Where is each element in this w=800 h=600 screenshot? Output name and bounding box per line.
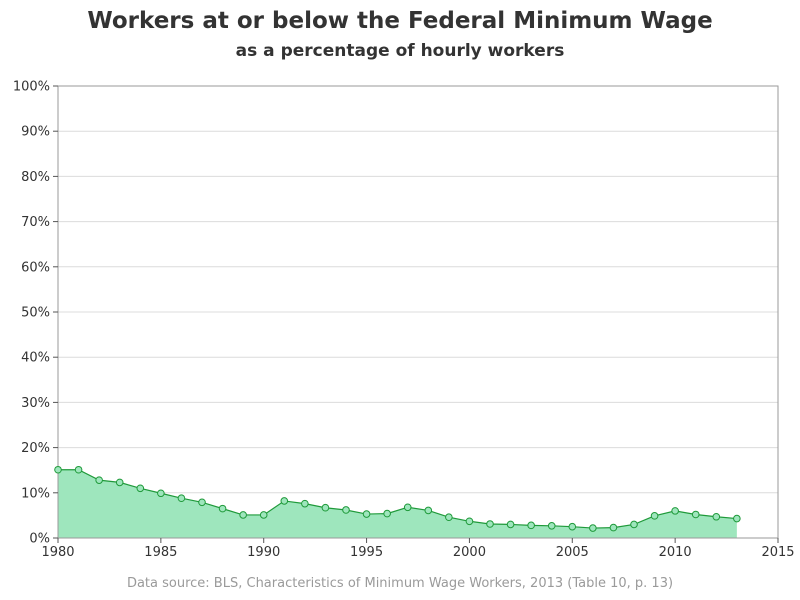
x-tick-label: 1985 [144,545,177,560]
x-tick-label: 2010 [659,545,692,560]
data-point-2008 [630,520,638,529]
data-point-1997 [403,503,412,512]
data-point-1986 [177,494,186,503]
data-point-2009 [650,512,659,520]
y-tick-label: 60% [21,260,50,275]
data-point-1992 [301,499,309,508]
data-point-1995 [362,510,371,518]
data-point-2000 [465,517,474,526]
data-point-1989 [239,511,247,519]
data-point-2007 [609,523,618,532]
y-tick-label: 40% [21,351,50,366]
data-point-1982 [95,476,103,484]
data-source-note: Data source: BLS, Characteristics of Min… [126,576,674,591]
data-point-1981 [74,465,83,474]
y-tick-label: 80% [21,170,50,185]
data-point-2003 [527,521,535,530]
data-point-1996 [383,509,391,518]
data-point-1990 [259,511,268,519]
data-point-2006 [589,524,597,532]
data-point-1991 [280,497,289,505]
x-axis: 1980 1985 1990 1995 2000 2005 2010 2015 [41,538,795,560]
data-point-1980 [54,465,62,474]
y-tick-label: 20% [21,441,50,456]
data-point-2001 [486,520,494,528]
y-axis: 0% 10% 20% 30% 40% 50% 60% 70% 80% 90% 100% [13,80,58,547]
y-tick-label: 50% [21,306,50,321]
y-tick-label: 100% [13,80,50,95]
chart-subtitle: as a percentage of hourly workers [235,41,565,61]
area-fill [58,469,737,538]
data-point-1987 [198,498,206,507]
area-layer [58,469,737,538]
x-tick-label: 2005 [556,545,589,560]
chart-title: Workers at or below the Federal Minimum … [87,8,713,34]
data-point-1999 [445,513,453,522]
x-tick-label: 2015 [761,545,794,560]
data-point-1984 [136,484,145,493]
data-point-2011 [691,510,700,519]
data-point-2012 [712,512,721,521]
y-tick-label: 0% [29,532,50,547]
y-tick-label: 90% [21,125,50,140]
x-tick-label: 1990 [247,545,280,560]
x-tick-label: 2000 [453,545,486,560]
data-point-1993 [321,503,330,512]
gridlines [58,130,778,494]
data-point-1998 [424,506,433,515]
data-point-1988 [218,504,227,513]
data-point-2010 [671,507,679,515]
data-point-2002 [506,520,515,529]
data-point-1994 [342,506,350,514]
data-markers [54,465,741,532]
data-point-2005 [568,522,577,531]
y-tick-label: 70% [21,215,50,230]
data-point-2013 [733,514,741,523]
data-point-2004 [547,521,556,530]
x-tick-label: 1980 [41,545,74,560]
y-tick-label: 10% [21,486,50,501]
data-point-1985 [157,489,165,498]
x-tick-label: 1995 [350,545,383,560]
y-tick-label: 30% [21,396,50,411]
data-point-1983 [115,478,124,487]
series-line [58,469,737,529]
